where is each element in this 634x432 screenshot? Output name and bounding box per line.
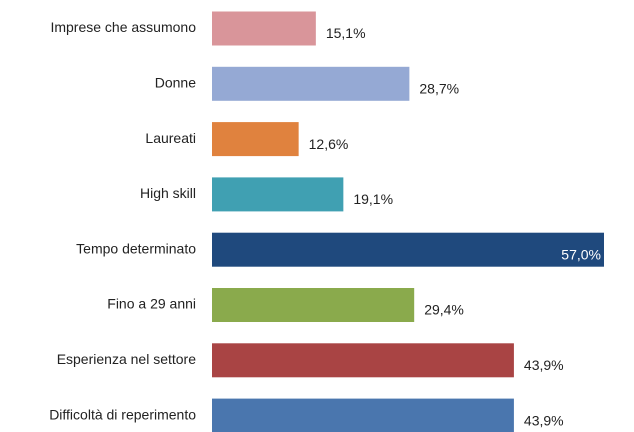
category-label: Donne (155, 75, 196, 91)
value-label: 19,1% (353, 191, 393, 207)
value-label: 28,7% (419, 81, 459, 97)
bar (212, 177, 344, 212)
category-label: Fino a 29 anni (107, 296, 196, 312)
category-label: Tempo determinato (76, 240, 196, 256)
value-label: 57,0% (561, 246, 601, 262)
category-label: Laureati (145, 130, 196, 146)
category-label: Difficoltà di reperimento (49, 406, 196, 422)
bar (212, 232, 604, 267)
value-label: 29,4% (424, 302, 464, 318)
category-label: Esperienza nel settore (57, 351, 197, 367)
bar (212, 122, 299, 157)
bar (212, 343, 514, 378)
value-label: 15,1% (326, 25, 366, 41)
category-label: Imprese che assumono (50, 19, 196, 35)
bar (212, 11, 316, 46)
value-label: 12,6% (309, 136, 349, 152)
bar (212, 288, 415, 322)
value-label: 43,9% (524, 412, 564, 428)
bar (212, 398, 514, 432)
bar (212, 66, 410, 101)
value-label: 43,9% (524, 357, 564, 373)
category-label: High skill (140, 185, 196, 201)
